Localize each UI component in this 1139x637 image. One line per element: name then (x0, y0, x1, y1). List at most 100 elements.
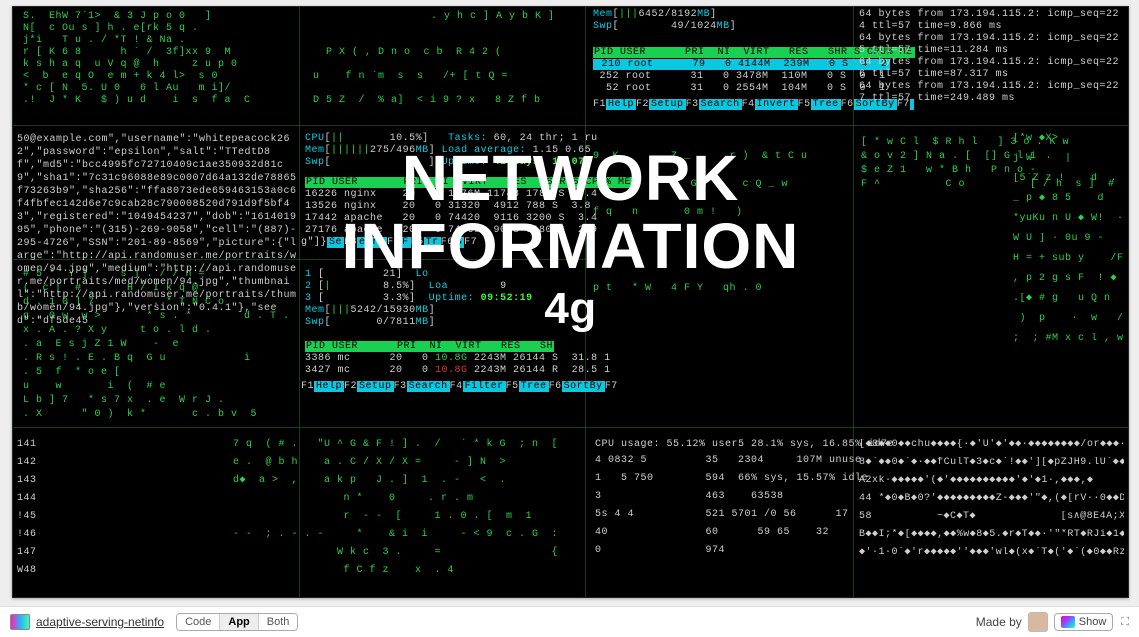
matrix-row: P X ( , D n o c b R 4 2 ( (313, 47, 502, 59)
meter-total: 8192 (671, 9, 697, 20)
cpu-row: 1 5 750 594 66% sys, 15.57% idle (595, 473, 868, 485)
matrix-row: - - ; . - . - * & i i - < 9 c . G : (233, 529, 558, 541)
tasks-text: 60, 24 thr; 1 ru (494, 133, 598, 144)
line-number: 143 (17, 475, 37, 487)
matrix-row: [*w ◆X> n 3 n (1013, 133, 1125, 145)
matrix-row: < b e q O e m + k 4 l> s 0 (23, 71, 218, 83)
avatar[interactable] (1028, 612, 1048, 632)
matrix-row: D 5 Z / % a] < i 9 ? x 8 Z f b (313, 95, 541, 107)
noise-row: 44 *◆0◆B◆0?'◆◆◆◆◆◆◆◆◆Z-◆◆◆'"◆,(◆[rV··0◆◆… (859, 493, 1124, 505)
divider-h1 (13, 125, 1128, 126)
uptime: 09:52:19 (481, 293, 533, 304)
matrix-row: . 5 f * o e [ (23, 367, 121, 379)
matrix-row: $ e Z 1 w * B h P n o - (861, 165, 1037, 177)
matrix-row: j*i T u . / *T ! & Na . (23, 35, 186, 47)
line-number: 144 (17, 493, 37, 505)
line-number: 142 (17, 457, 37, 469)
matrix-row: f C f z x . 4 (233, 565, 454, 577)
ping-line: 64 bytes from 173.194.115.2: icmp_seq=22… (859, 9, 1125, 33)
noise-row: 8◆`◆◆0◆`◆·◆◆fCulT◆3◆c◆`!◆◆'][◆pZJH9.lU`◆… (859, 457, 1124, 469)
process-row: 3427 mc 20 0 10.8G 2243M 26144 R 28.5 1 (305, 365, 611, 377)
cpu-row: 40 60 59 65 32 (595, 527, 829, 539)
process-row: 13526 nginx 20 0 31320 4912 788 S 3.8 (305, 201, 591, 213)
meter-total: 496 (396, 145, 416, 156)
matrix-row: r - - [ 1 . 0 . [ m 1 (233, 511, 532, 523)
meter-label: CPU (305, 133, 325, 144)
cpu-line: CPU usage: 55.12% user5 28.1% sys, 16.85… (595, 439, 894, 451)
matrix-row: H = + sub y /F (1013, 253, 1125, 265)
matrix-row: ; ; #M x c l , w = B (1013, 333, 1125, 345)
meter-value: 10.5% (390, 133, 423, 144)
line-number: !45 (17, 511, 37, 523)
line-number: W48 (17, 565, 37, 577)
matrix-row: f q n 0 m ! ) (593, 207, 743, 219)
show-label: Show (1079, 616, 1107, 628)
process-row: 27176 apache 20 0 74268 9088 3180 S 2.9 (305, 225, 598, 237)
matrix-row: e . @ b h a . C / X / X = - ] N > (233, 457, 506, 469)
ping-line: 64 bytes from 173.194.115.2: icmp_seq=22… (859, 81, 1125, 105)
cpu-row: 5s 4 4 521 5701 /0 56 17 (595, 509, 849, 521)
meter-used: 49 (671, 21, 684, 32)
meter-used: 6452 (639, 9, 665, 20)
tab-code[interactable]: Code (177, 614, 220, 630)
made-by-label: Made by (976, 615, 1022, 629)
process-row: 252 root 31 0 3478M 110M 0 S 0 1 (593, 71, 886, 83)
ping-line: 64 bytes from 173.194.115.2: icmp_seq=22… (859, 57, 1125, 81)
seed-suffix: g"]} (301, 237, 327, 248)
process-row: 3386 mc 20 0 10.8G 2243M 26144 S 31.8 1 (305, 353, 611, 365)
ping-line: 64 bytes from 173.194.115.2: icmp_seq=22… (859, 33, 1125, 57)
matrix-row: _ p ◆ 8 5 d · w [ j (1013, 193, 1125, 205)
show-button[interactable]: Show (1054, 613, 1114, 631)
matrix-row: . X " 0 ) k * c . b v 5 (23, 409, 257, 421)
meter-value: 3.3% (383, 293, 409, 304)
view-toggle: Code App Both (176, 613, 298, 631)
matrix-row: & o v 2 ] N a . [ [] G l 1 (861, 151, 1037, 163)
divider-v1 (299, 7, 300, 597)
matrix-row: n * 0 . r . m (233, 493, 474, 505)
process-row: 17442 apache 20 0 74420 9116 3200 S 3.4 (305, 213, 598, 225)
project-link[interactable]: adaptive-serving-netinfo (36, 615, 164, 629)
tab-both[interactable]: Both (259, 614, 298, 630)
matrix-row: .! J * K $ ) u d i s f a C (23, 95, 251, 107)
divider-v2 (585, 7, 586, 597)
meter-label: Mem (305, 145, 325, 156)
matrix-row: .[◆ # g u Q n (1013, 293, 1125, 305)
footer-left: adaptive-serving-netinfo Code App Both (10, 613, 298, 631)
load-avg: 1.15 0.65 (533, 145, 592, 156)
divider-h2 (13, 427, 1128, 428)
glitch-logo-icon (10, 614, 30, 630)
matrix-row: 7 q ( # . "U ^ G & F ! ] . / ` * k G ; n… (233, 439, 558, 451)
meter-value: 21 (383, 269, 396, 280)
line-number: 147 (17, 547, 37, 559)
cpu-row: 4 0832 5 35 2304 107M unuse (595, 455, 862, 467)
meter-label: Swp (593, 21, 613, 32)
tab-app[interactable]: App (220, 614, 258, 630)
noise-row: B◆◆I;*◆[◆◆◆◆,◆◆%w◆8◆5.◆r◆T◆◆·'"*RT◆RJi◆1… (859, 529, 1124, 541)
process-header: PID USER PRI NI VIRT RES SHR S CPU% ME (305, 177, 632, 188)
noise-row: A2xk·◆◆◆◆◆'(◆'◆◆◆◆◆◆◆◆◆◆'◆'◆1·,◆◆◆,◆ (859, 475, 1124, 487)
fullscreen-icon[interactable]: ⛶ (1121, 616, 1129, 629)
noise-row: 58 ~◆C◆T◆ [s∧@8E4A;X◆ (859, 511, 1124, 523)
divider-v3 (853, 7, 854, 597)
matrix-row: d◆ a > , a k p J . ] 1 . - < . (233, 475, 506, 487)
meter-total: 15930 (383, 305, 416, 316)
cpu-row: 3 463 63538 (595, 491, 784, 503)
stage: . y h c ] A y b K ]S. EhW 7`1> & 3 J p o… (0, 0, 1139, 637)
load-avg: 9 (500, 281, 507, 292)
glitch-footer: adaptive-serving-netinfo Code App Both M… (0, 606, 1139, 637)
matrix-row: *yuKu n U ◆ W! · C (1013, 213, 1125, 225)
meter-used: 275 (370, 145, 390, 156)
matrix-row: . y h c ] A y b K ] (431, 11, 555, 23)
cpu-row: 0 974 (595, 545, 725, 557)
footer-right: Made by Show ⛶ (976, 612, 1129, 632)
matrix-row: ) p · w / [* F , (1013, 313, 1125, 325)
process-row: 52 root 31 0 2554M 104M 0 S 0 1 (593, 83, 886, 95)
meter-label: Swp (305, 157, 325, 168)
process-header: PID USER PRI NI VIRT RES SH (305, 341, 554, 352)
meter-value: 8.5% (383, 281, 409, 292)
meter-total: 1024 (691, 21, 717, 32)
meter-label: Mem (593, 9, 613, 20)
matrix-row: [5`Z z ! d . . [H 9 J (1013, 173, 1125, 185)
matrix-row: * c [ N 5. U 0 6 l Au m i]/ (23, 83, 231, 95)
matrix-row: u f n `m s s /+ [ t Q = (313, 71, 508, 83)
